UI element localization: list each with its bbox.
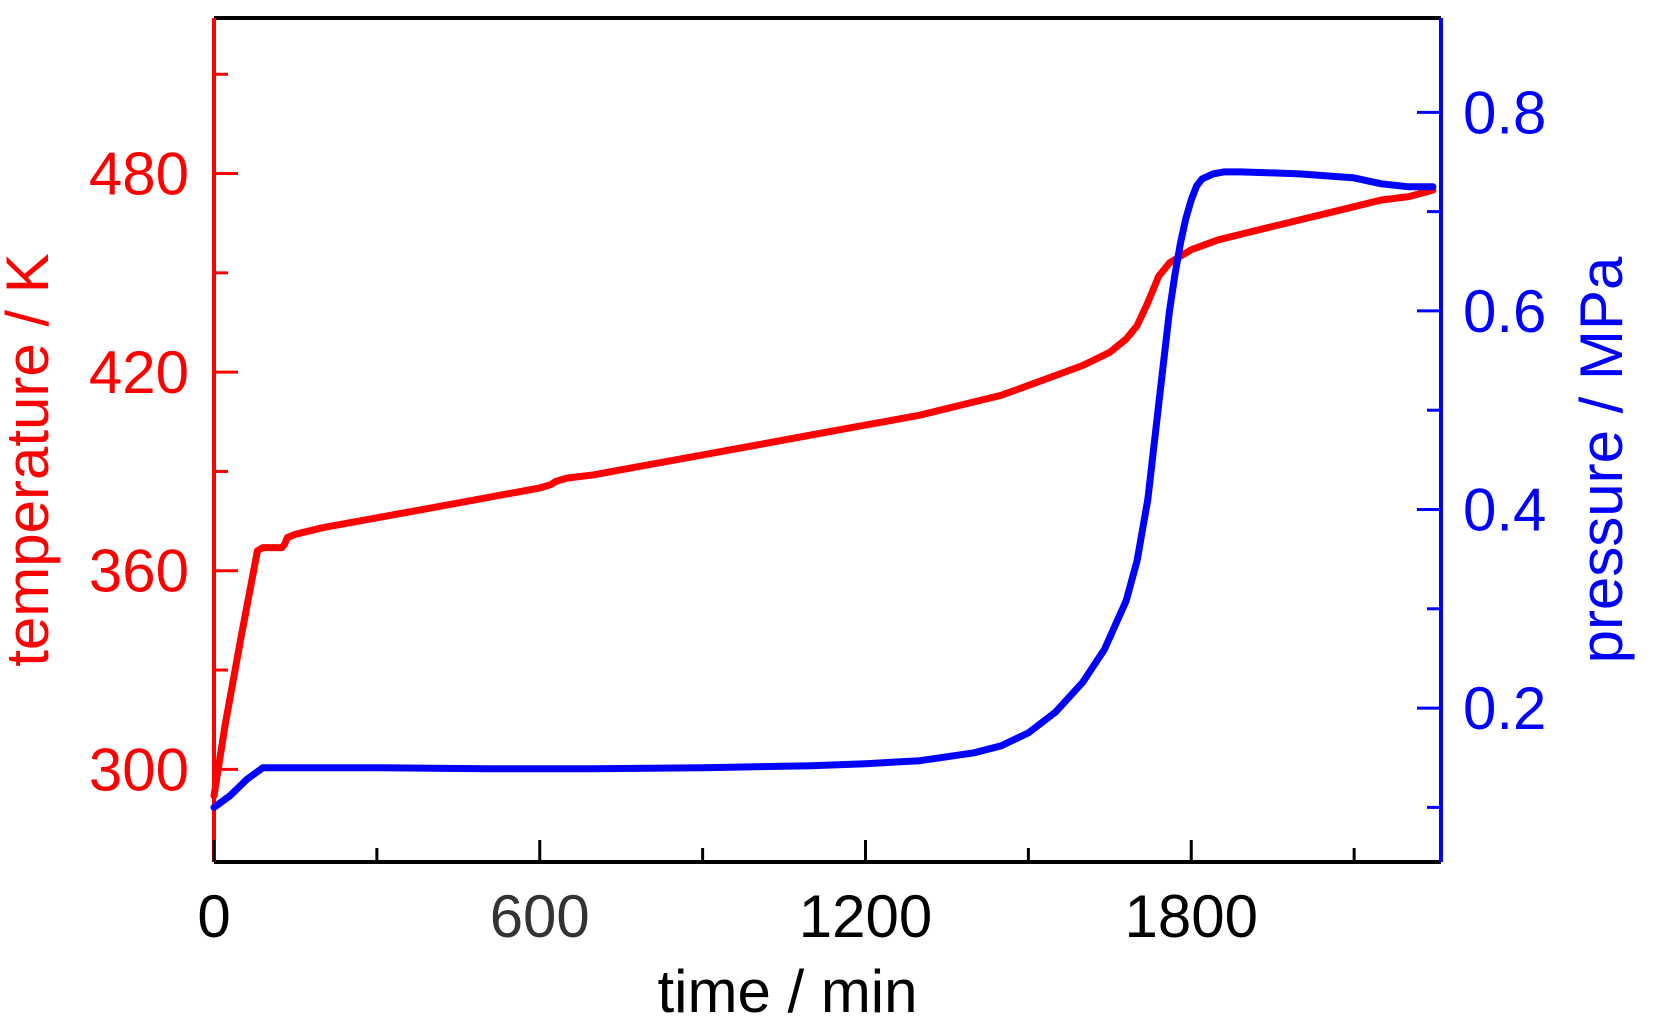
right-y-tick-label: 0.2 <box>1463 675 1546 742</box>
right-y-tick-label: 0.8 <box>1463 79 1546 146</box>
left-y-tick-label: 480 <box>89 141 189 208</box>
x-axis-label: time / min <box>657 958 917 1016</box>
right-y-tick-label: 0.4 <box>1463 477 1546 544</box>
x-tick-label: 1200 <box>799 883 932 950</box>
x-tick-label: 1800 <box>1125 883 1258 950</box>
left-y-tick-label: 360 <box>89 538 189 605</box>
left-y-tick-label: 420 <box>89 339 189 406</box>
temperature-series-line <box>210 186 1437 800</box>
left-y-tick-label: 300 <box>89 736 189 803</box>
x-tick-label: 0 <box>197 883 230 950</box>
pressure-series-line <box>210 168 1437 811</box>
left-y-axis-label: temperature / K <box>0 253 61 667</box>
right-y-tick-label: 0.6 <box>1463 278 1546 345</box>
x-tick-label: 600 <box>490 883 590 950</box>
right-y-axis-label: pressure / MPa <box>1568 256 1635 663</box>
